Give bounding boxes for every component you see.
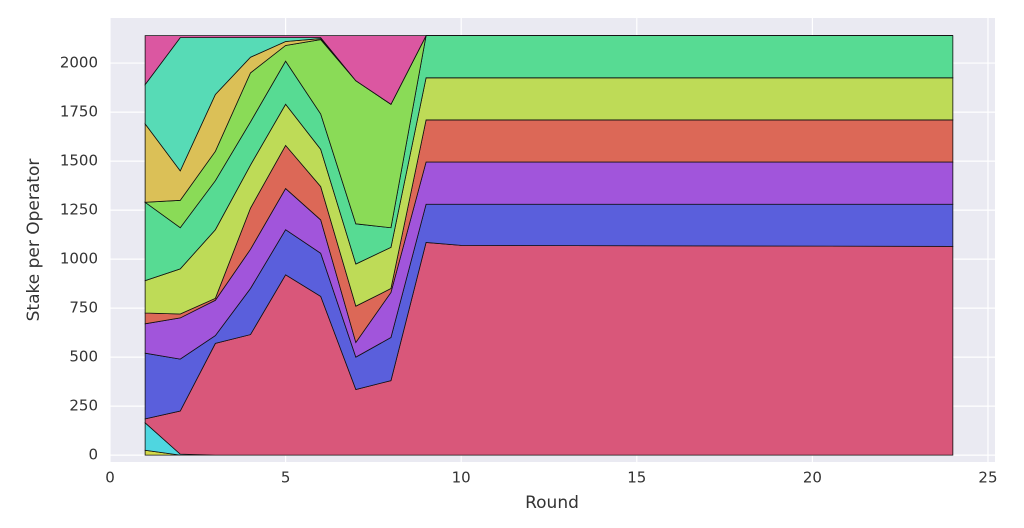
y-axis-label: Stake per Operator (24, 159, 44, 322)
y-tick-label: 750 (69, 299, 98, 317)
x-tick-label: 0 (105, 469, 115, 487)
y-tick-label: 500 (69, 348, 98, 366)
x-axis-label: Round (525, 493, 579, 513)
x-tick-label: 15 (627, 469, 646, 487)
y-tick-label: 2000 (60, 54, 98, 72)
y-tick-label: 0 (88, 446, 98, 464)
y-tick-label: 1250 (60, 201, 98, 219)
x-tick-label: 10 (452, 469, 471, 487)
y-tick-label: 1750 (60, 103, 98, 121)
x-tick-label: 25 (978, 469, 997, 487)
y-tick-label: 1500 (60, 152, 98, 170)
y-tick-label: 250 (69, 397, 98, 415)
y-tick-label: 1000 (60, 250, 98, 268)
x-tick-label: 5 (281, 469, 291, 487)
x-tick-label: 20 (803, 469, 822, 487)
area (144, 35, 953, 105)
